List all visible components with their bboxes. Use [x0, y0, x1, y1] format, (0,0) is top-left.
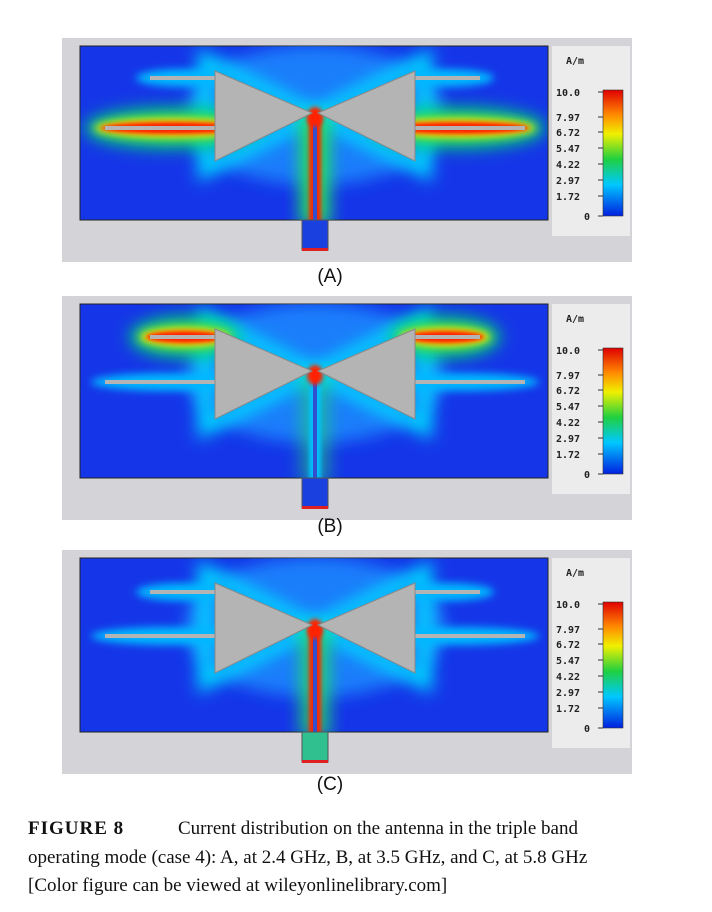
panel-label: (A) [317, 266, 342, 287]
field-halo [198, 560, 331, 694]
colorbar-label: 2.97 [556, 688, 580, 699]
bowtie-left [214, 328, 314, 420]
colorbar-label: 1.72 [556, 192, 580, 203]
feed-port-edge [302, 760, 328, 763]
colorbar-label: 1.72 [556, 450, 580, 461]
feed-line [313, 378, 317, 478]
colorbar-label: 7.97 [556, 113, 580, 124]
feed-port [301, 731, 329, 763]
colorbar-label: 10.0 [556, 88, 580, 99]
colorbar [602, 601, 624, 729]
apex-glow [307, 619, 323, 639]
arm [410, 590, 480, 594]
arm [410, 76, 480, 80]
colorbar-label: 5.47 [556, 656, 580, 667]
colorbar-label: 4.22 [556, 418, 580, 429]
arm [150, 590, 220, 594]
arm [105, 380, 217, 384]
legend-unit: A/m [566, 568, 584, 579]
caption-line: Current distribution on the antenna in t… [178, 818, 578, 839]
field-halo [299, 306, 432, 440]
colorbar-label: 5.47 [556, 402, 580, 413]
panel-label: (C) [317, 774, 343, 795]
colorbar-label: 10.0 [556, 346, 580, 357]
colorbar-label: 7.97 [556, 371, 580, 382]
bowtie-left [214, 70, 314, 162]
panel: A/m 10.0 7.97 6.72 5.47 4.22 2.97 1.72 0 [62, 296, 632, 520]
colorbar-label: 4.22 [556, 160, 580, 171]
legend-unit: A/m [566, 314, 584, 325]
bowtie-right [316, 582, 416, 674]
feed-port [301, 477, 329, 509]
field-map [91, 304, 539, 478]
bowtie-left [214, 582, 314, 674]
colorbar-label: 0 [584, 470, 590, 481]
colorbar-label: 2.97 [556, 434, 580, 445]
colorbar-label: 6.72 [556, 128, 580, 139]
arm [105, 126, 217, 130]
colorbar [602, 347, 624, 475]
colorbar-label: 6.72 [556, 640, 580, 651]
arm [410, 335, 480, 339]
panel: A/m 10.0 7.97 6.72 5.47 4.22 2.97 1.72 0 [62, 38, 632, 262]
colorbar-label: 2.97 [556, 176, 580, 187]
feed-port-edge [302, 506, 328, 509]
arm [413, 126, 525, 130]
apex-glow [307, 107, 323, 127]
colorbar-label: 4.22 [556, 672, 580, 683]
caption-line: [Color figure can be viewed at wileyonli… [28, 875, 447, 896]
field-halo [299, 560, 432, 694]
apex-glow [307, 365, 323, 385]
panel: A/m 10.0 7.97 6.72 5.47 4.22 2.97 1.72 0 [62, 550, 632, 774]
arm [105, 634, 217, 638]
colorbar-label: 0 [584, 212, 590, 223]
colorbar-label: 5.47 [556, 144, 580, 155]
feed-port [301, 219, 329, 251]
field-halo [198, 306, 331, 440]
legend-unit: A/m [566, 56, 584, 67]
caption-label: FIGURE 8 [28, 818, 124, 839]
colorbar-label: 0 [584, 724, 590, 735]
field-map [91, 558, 539, 732]
arm [413, 380, 525, 384]
arm [150, 76, 220, 80]
arm [150, 335, 220, 339]
colorbar-label: 1.72 [556, 704, 580, 715]
bowtie-right [316, 328, 416, 420]
arm [413, 634, 525, 638]
feed-line [313, 632, 317, 732]
colorbar-label: 7.97 [556, 625, 580, 636]
colorbar [602, 89, 624, 217]
bowtie-right [316, 70, 416, 162]
colorbar-label: 6.72 [556, 386, 580, 397]
colorbar-label: 10.0 [556, 600, 580, 611]
caption-line: operating mode (case 4): A, at 2.4 GHz, … [28, 847, 587, 868]
panel-label: (B) [317, 516, 342, 537]
feed-port-edge [302, 248, 328, 251]
feed-line [313, 120, 317, 220]
